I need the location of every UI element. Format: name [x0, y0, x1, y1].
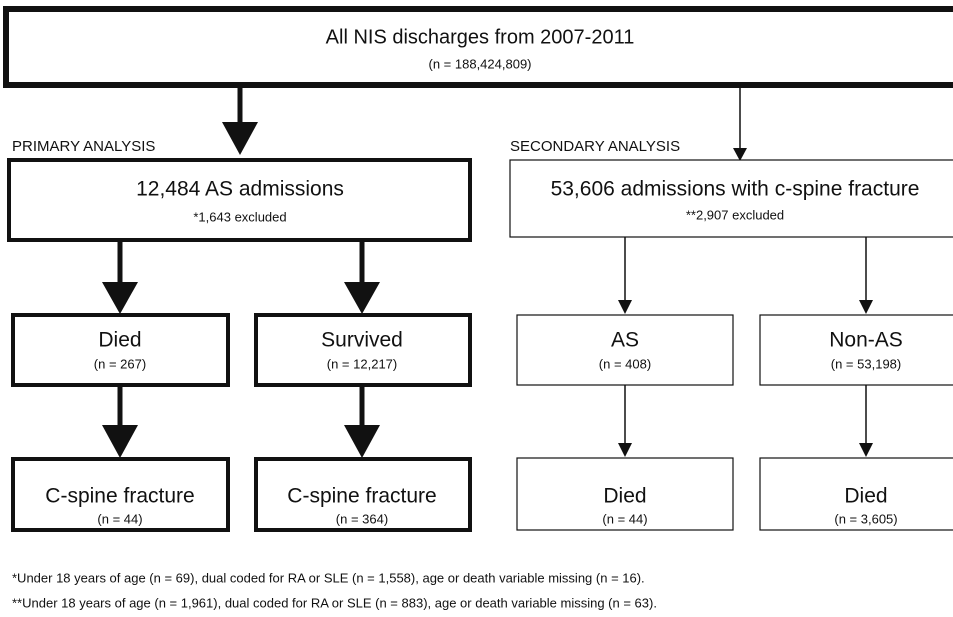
node-label: Died: [603, 485, 646, 508]
node-box: [516, 457, 734, 531]
node-box: [509, 159, 953, 238]
node-label: Died: [844, 485, 887, 508]
node-box: [11, 313, 230, 387]
node-box: [11, 457, 230, 532]
node-sub: (n = 44): [602, 511, 647, 526]
node-sub: (n = 267): [94, 356, 146, 371]
node-label: Died: [98, 329, 141, 352]
node-box: [516, 314, 734, 386]
node-label: 12,484 AS admissions: [136, 178, 344, 201]
node-label: C-spine fracture: [45, 485, 194, 508]
node-box: [7, 158, 472, 242]
node-box: [254, 457, 472, 532]
footnote: *Under 18 years of age (n = 69), dual co…: [12, 570, 645, 585]
node-sub: (n = 44): [97, 511, 142, 526]
footnote: **Under 18 years of age (n = 1,961), dua…: [12, 595, 657, 610]
node-box: [759, 457, 953, 531]
node-sub: (n = 408): [599, 356, 651, 371]
section-label: PRIMARY ANALYSIS: [12, 138, 155, 155]
node-sub: (n = 3,605): [834, 511, 897, 526]
node-sub: (n = 364): [336, 511, 388, 526]
node-box: [759, 314, 953, 386]
arrows: [102, 85, 873, 458]
top-title: All NIS discharges from 2007-2011: [326, 26, 635, 48]
top-box: [3, 6, 953, 88]
node-sub: **2,907 excluded: [686, 207, 784, 222]
node-label: 53,606 admissions with c-spine fracture: [551, 178, 920, 201]
node-sub: (n = 53,198): [831, 356, 901, 371]
node-sub: (n = 12,217): [327, 356, 397, 371]
node-sub: *1,643 excluded: [193, 209, 286, 224]
section-label: SECONDARY ANALYSIS: [510, 138, 680, 155]
top-subtitle: (n = 188,424,809): [429, 56, 532, 71]
node-label: Non-AS: [829, 329, 903, 352]
node-box: [254, 313, 472, 387]
node-label: C-spine fracture: [287, 485, 436, 508]
node-label: AS: [611, 329, 639, 352]
node-label: Survived: [321, 329, 403, 352]
